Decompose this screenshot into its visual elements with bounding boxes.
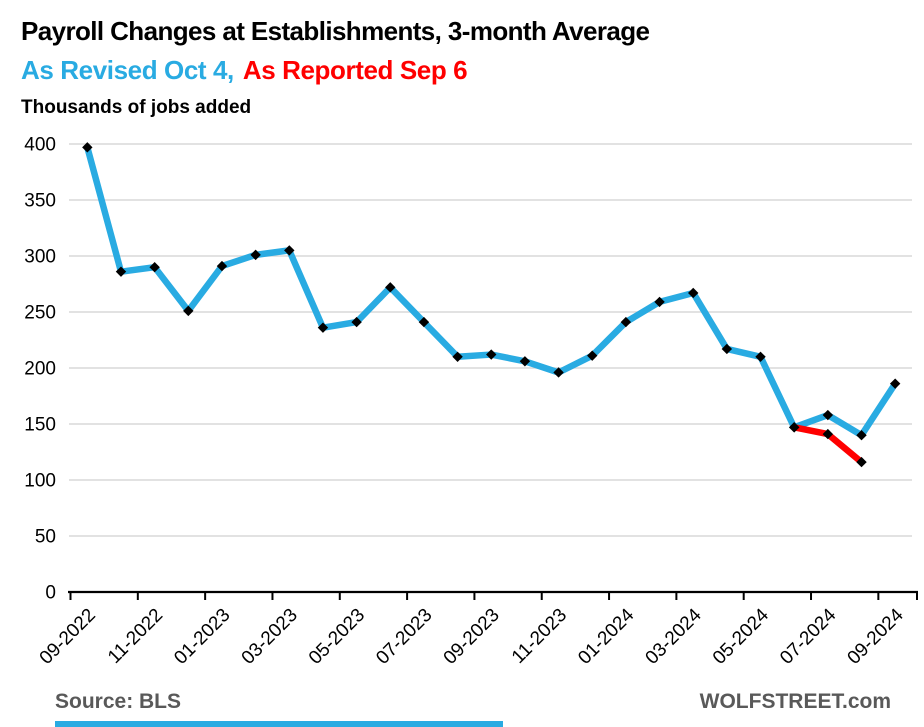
data-point-marker — [587, 350, 598, 361]
data-point-marker — [452, 351, 463, 362]
data-point-marker — [688, 287, 699, 299]
x-tick-label: 05-2024 — [709, 604, 773, 668]
data-point-marker — [856, 456, 867, 468]
data-point-marker — [183, 305, 194, 317]
y-tick-label: 100 — [24, 471, 56, 492]
data-point-marker — [519, 356, 531, 367]
x-tick-label: 01-2024 — [574, 604, 638, 668]
data-point-marker — [889, 378, 901, 389]
subtitle-series-revised: As Revised Oct 4, — [21, 55, 234, 85]
data-point-marker — [284, 245, 295, 256]
data-point-marker — [317, 322, 329, 333]
source-credit: Source: BLS — [55, 690, 182, 713]
data-point-marker — [654, 296, 665, 308]
data-point-marker — [620, 316, 632, 328]
data-point-marker — [418, 316, 430, 328]
data-point-marker — [822, 428, 834, 440]
x-tick-label: 03-2023 — [238, 605, 302, 669]
data-point-marker — [82, 142, 93, 153]
data-point-marker — [351, 316, 362, 328]
y-tick-label: 300 — [24, 247, 56, 268]
data-point-marker — [385, 282, 396, 293]
data-point-marker — [721, 343, 733, 355]
y-tick-label: 50 — [35, 527, 56, 548]
data-point-marker — [216, 260, 228, 272]
y-tick-label: 400 — [24, 135, 56, 156]
series-revised-line — [84, 144, 899, 439]
data-point-marker — [115, 266, 127, 277]
bottom-accent-bar — [55, 721, 503, 727]
x-tick-label: 07-2023 — [372, 605, 436, 669]
site-brand: WOLFSTREET.com — [699, 690, 891, 713]
y-tick-label: 250 — [24, 303, 56, 324]
x-tick-label: 09-2024 — [844, 604, 908, 668]
x-tick-label: 07-2024 — [776, 604, 840, 668]
data-point-marker — [486, 349, 497, 360]
y-tick-label: 350 — [24, 191, 56, 212]
x-tick-label: 11-2022 — [104, 605, 167, 668]
y-tick-label: 200 — [24, 359, 56, 380]
chart-title: Payroll Changes at Establishments, 3-mon… — [21, 16, 650, 46]
subtitle-series-reported: As Reported Sep 6 — [242, 55, 468, 85]
x-tick-label: 09-2022 — [36, 605, 100, 669]
y-tick-label: 0 — [45, 583, 56, 604]
x-tick-label: 09-2023 — [440, 605, 504, 669]
data-point-marker — [755, 351, 766, 362]
data-point-marker — [856, 430, 867, 441]
data-point-marker — [149, 262, 160, 273]
x-tick-label: 05-2023 — [305, 605, 369, 669]
data-point-marker — [553, 367, 564, 378]
x-tick-label: 11-2023 — [508, 605, 571, 668]
chart-subtitle: As Revised Oct 4, As Reported Sep 6 — [21, 55, 468, 86]
x-tick-label: 03-2024 — [642, 604, 706, 668]
y-tick-label: 150 — [24, 415, 56, 436]
data-point-marker — [250, 249, 261, 261]
y-axis-units-label: Thousands of jobs added — [21, 97, 252, 118]
x-tick-label: 01-2023 — [170, 605, 234, 669]
data-point-marker — [822, 409, 834, 421]
data-point-marker — [788, 422, 800, 433]
